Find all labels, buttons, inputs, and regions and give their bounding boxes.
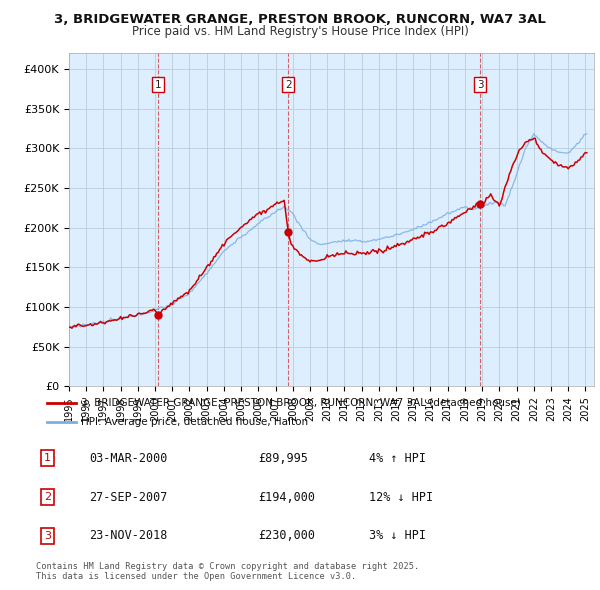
Text: £230,000: £230,000 <box>258 529 315 542</box>
Text: HPI: Average price, detached house, Halton: HPI: Average price, detached house, Halt… <box>81 417 308 427</box>
Text: 3% ↓ HPI: 3% ↓ HPI <box>368 529 425 542</box>
Text: 12% ↓ HPI: 12% ↓ HPI <box>368 490 433 504</box>
Text: 23-NOV-2018: 23-NOV-2018 <box>89 529 167 542</box>
Text: 3: 3 <box>477 80 484 90</box>
Text: 3, BRIDGEWATER GRANGE, PRESTON BROOK, RUNCORN, WA7 3AL: 3, BRIDGEWATER GRANGE, PRESTON BROOK, RU… <box>54 13 546 26</box>
Text: 2: 2 <box>285 80 292 90</box>
Text: £194,000: £194,000 <box>258 490 315 504</box>
Text: 27-SEP-2007: 27-SEP-2007 <box>89 490 167 504</box>
Text: 3: 3 <box>44 531 51 541</box>
Text: 03-MAR-2000: 03-MAR-2000 <box>89 452 167 465</box>
Text: 4% ↑ HPI: 4% ↑ HPI <box>368 452 425 465</box>
Text: 3, BRIDGEWATER GRANGE, PRESTON BROOK, RUNCORN, WA7 3AL (detached house): 3, BRIDGEWATER GRANGE, PRESTON BROOK, RU… <box>81 398 521 408</box>
Text: £89,995: £89,995 <box>258 452 308 465</box>
Text: 1: 1 <box>155 80 161 90</box>
Text: Contains HM Land Registry data © Crown copyright and database right 2025.
This d: Contains HM Land Registry data © Crown c… <box>36 562 419 581</box>
Text: Price paid vs. HM Land Registry's House Price Index (HPI): Price paid vs. HM Land Registry's House … <box>131 25 469 38</box>
Text: 1: 1 <box>44 453 51 463</box>
Text: 2: 2 <box>44 492 51 502</box>
